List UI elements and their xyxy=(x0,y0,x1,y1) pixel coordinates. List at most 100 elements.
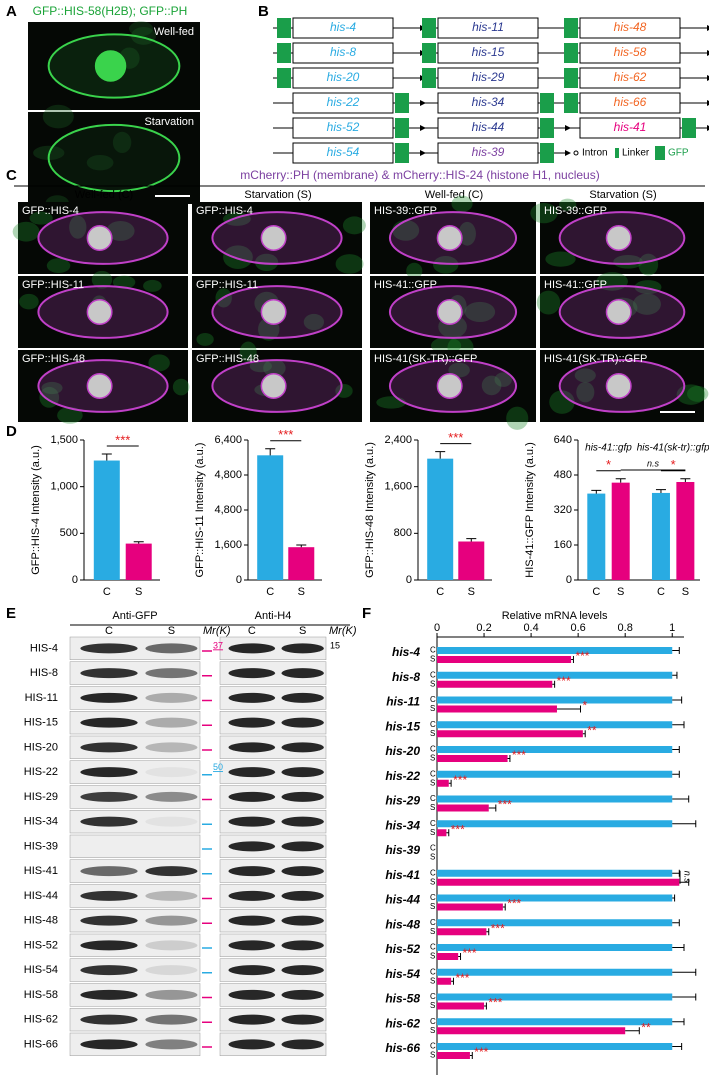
cell-blob xyxy=(57,406,83,424)
band xyxy=(228,1014,276,1025)
band xyxy=(228,841,276,852)
gene-label: his-8 xyxy=(392,670,420,684)
nucleus xyxy=(436,225,463,251)
bar xyxy=(437,770,673,778)
bar xyxy=(437,804,489,812)
gfp xyxy=(395,93,409,113)
y-tick-label: 4,800 xyxy=(214,504,242,516)
y-tick-label: 500 xyxy=(60,527,78,539)
y-tick-label: 2,400 xyxy=(384,434,412,446)
bar xyxy=(437,953,459,960)
x-tick-label: C xyxy=(266,586,274,598)
nucleus xyxy=(605,299,632,325)
band xyxy=(281,1039,324,1050)
y-axis-label: HIS-41::GFP Intensity (a.u.) xyxy=(524,442,536,578)
error-bar xyxy=(672,696,683,704)
blot-title: Anti-GFP xyxy=(112,610,157,622)
series-label: S xyxy=(430,729,435,738)
cell-blob xyxy=(481,375,502,396)
gene-name: his-66 xyxy=(614,95,647,109)
y-tick-label: 0 xyxy=(406,574,412,586)
bar xyxy=(437,1043,673,1050)
gfp xyxy=(564,18,578,38)
cell-blob xyxy=(632,293,661,315)
gene-name: his-34 xyxy=(472,95,505,109)
error-bar xyxy=(672,770,680,778)
cell-blob xyxy=(223,245,253,270)
x-tick-label: S xyxy=(135,586,142,598)
band xyxy=(281,767,324,778)
band xyxy=(80,1039,138,1050)
significance: *** xyxy=(453,773,467,787)
gene-name: his-15 xyxy=(472,45,505,59)
error-bar xyxy=(469,1052,473,1059)
x-tick-label: C xyxy=(436,586,444,598)
gene-label: his-20 xyxy=(385,744,420,758)
band xyxy=(281,816,324,827)
band xyxy=(80,940,138,951)
group-label: his-41(sk-tr)::gfp xyxy=(637,443,709,454)
row-label: HIS-29 xyxy=(24,791,58,803)
micrograph xyxy=(28,112,200,204)
bar xyxy=(437,878,680,886)
row-label: HIS-66 xyxy=(24,1038,58,1050)
cell-blob xyxy=(112,275,136,289)
band xyxy=(145,668,198,679)
error-bar xyxy=(679,878,690,886)
column-header: Starvation (S) xyxy=(244,189,311,201)
gene-name: his-39 xyxy=(472,145,505,159)
y-tick-label: 4,800 xyxy=(214,469,242,481)
band xyxy=(228,989,276,1000)
series-label: C xyxy=(430,893,436,902)
cell-blob xyxy=(263,358,286,378)
error-bar xyxy=(448,779,452,787)
exon xyxy=(437,67,539,89)
band xyxy=(145,1039,198,1050)
cell-blob xyxy=(29,211,53,225)
band xyxy=(145,940,198,951)
gfp xyxy=(395,118,409,138)
error-bar xyxy=(446,829,450,837)
significance: ** xyxy=(587,723,597,737)
series-label: C xyxy=(430,844,436,853)
gene-label: his-22 xyxy=(385,769,420,783)
bar xyxy=(587,493,606,580)
series-label: C xyxy=(430,670,436,679)
error-bar xyxy=(101,453,112,461)
row-label: HIS-22 xyxy=(24,766,58,778)
x-tick-label: 1 xyxy=(669,622,675,634)
bar xyxy=(437,1002,485,1010)
band xyxy=(80,915,138,926)
gene-label: his-58 xyxy=(385,992,420,1006)
band xyxy=(80,742,138,753)
significance: *** xyxy=(474,1045,488,1059)
error-bar xyxy=(488,804,497,812)
series-label: C xyxy=(430,1042,436,1051)
error-bar xyxy=(672,1043,683,1050)
gene-name: his-22 xyxy=(327,95,360,109)
band xyxy=(80,1014,138,1025)
row-label: HIS-39 xyxy=(24,840,58,852)
bar xyxy=(437,656,572,663)
exon xyxy=(292,117,394,139)
x-tick-label: 0.2 xyxy=(476,622,491,634)
nucleus xyxy=(86,373,113,399)
bar xyxy=(437,721,673,729)
cell-blob xyxy=(196,333,214,346)
row-label: HIS-8 xyxy=(30,667,58,679)
bar xyxy=(437,1052,470,1059)
cell-blob xyxy=(431,337,462,355)
row-label: HIS-58 xyxy=(24,989,58,1001)
band xyxy=(228,767,276,778)
cell-blob xyxy=(86,154,114,171)
exon xyxy=(292,142,394,164)
blot-title: Anti-H4 xyxy=(255,610,292,622)
gene-label: his-48 xyxy=(385,917,420,931)
bar xyxy=(437,1027,626,1035)
gfp xyxy=(277,68,291,88)
image-label: HIS-41(SK-TR)::GFP xyxy=(374,353,477,365)
bar xyxy=(437,903,503,911)
cell-blob xyxy=(172,378,190,396)
row-label: HIS-15 xyxy=(24,717,58,729)
exon xyxy=(292,42,394,64)
